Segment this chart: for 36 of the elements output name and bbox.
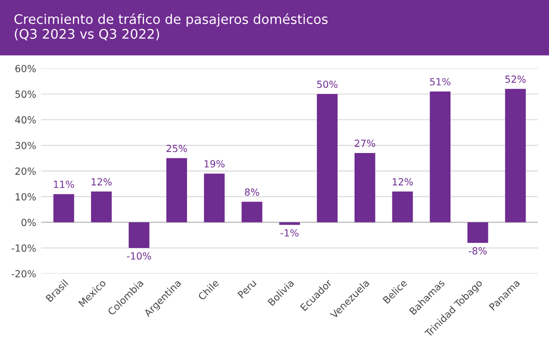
bar [316, 94, 338, 222]
y-tick-label: 30% [15, 142, 36, 150]
data-label: 19% [204, 160, 225, 168]
chart-title: Crecimiento de tráfico de pasajeros domésticos (Q3 2023 vs Q3 2022) [14, 13, 328, 40]
data-label: 52% [505, 76, 526, 83]
data-label: -1% [280, 229, 299, 237]
bar [128, 222, 150, 248]
bar [430, 91, 451, 222]
bar [204, 174, 225, 222]
data-label: 12% [92, 178, 112, 186]
y-tick-label: 40% [15, 116, 36, 124]
bar [392, 192, 413, 222]
y-tick-label: 10% [16, 193, 36, 200]
data-label: -10% [126, 252, 152, 260]
y-tick-label: 60% [15, 64, 36, 72]
data-label: 50% [317, 80, 338, 88]
y-tick-label: -10% [12, 244, 36, 252]
data-label: -8% [468, 247, 487, 255]
y-tick-label: 0% [22, 218, 36, 226]
bar [91, 192, 112, 222]
data-label: 27% [354, 140, 376, 147]
data-label: 8% [244, 188, 260, 196]
bar [279, 222, 300, 225]
data-label: 11% [54, 180, 74, 188]
y-tick-label: -20% [12, 270, 36, 278]
y-tick-label: 50% [15, 90, 36, 98]
data-label: 51% [430, 78, 450, 86]
bar [242, 202, 262, 222]
bar [505, 88, 526, 222]
bar [467, 222, 488, 243]
data-label: 25% [166, 144, 187, 152]
data-label: 12% [392, 178, 413, 186]
bar [354, 153, 376, 222]
bar [53, 194, 74, 222]
y-tick-label: 20% [15, 167, 36, 175]
bar [166, 158, 188, 222]
